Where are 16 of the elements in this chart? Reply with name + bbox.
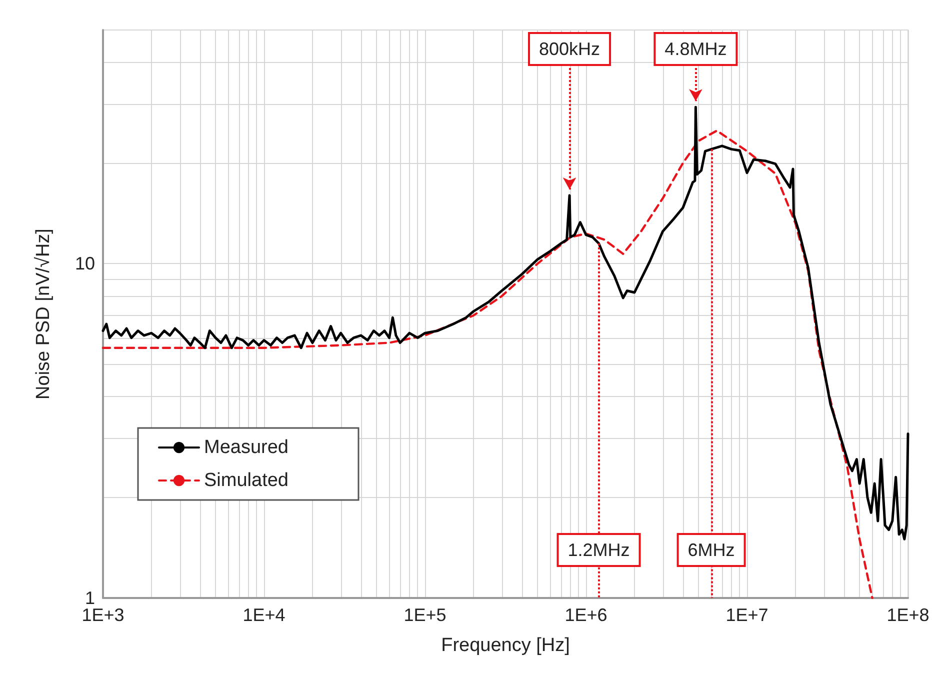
legend-label: Measured (204, 437, 288, 458)
x-tick-label: 1E+3 (82, 605, 124, 625)
legend-label: Simulated (204, 470, 288, 491)
x-tick-label: 1E+4 (242, 605, 286, 625)
ref-line-label: 1.2MHz (568, 540, 630, 560)
y-tick-label: 1 (84, 588, 95, 608)
ref-line-label: 6MHz (688, 540, 735, 560)
annotation: 800kHz (539, 39, 600, 59)
y-axis-title: Noise PSD [nV/√Hz] (33, 228, 54, 400)
x-axis-title: Frequency [Hz] (441, 635, 570, 656)
x-tick-label: 1E+7 (726, 605, 768, 625)
annotation: 4.8MHz (664, 39, 727, 59)
x-tick-label: 1E+5 (404, 605, 446, 625)
y-tick-label: 10 (74, 254, 95, 274)
x-tick-label: 1E+6 (564, 605, 608, 625)
x-tick-label: 1E+8 (886, 605, 930, 625)
